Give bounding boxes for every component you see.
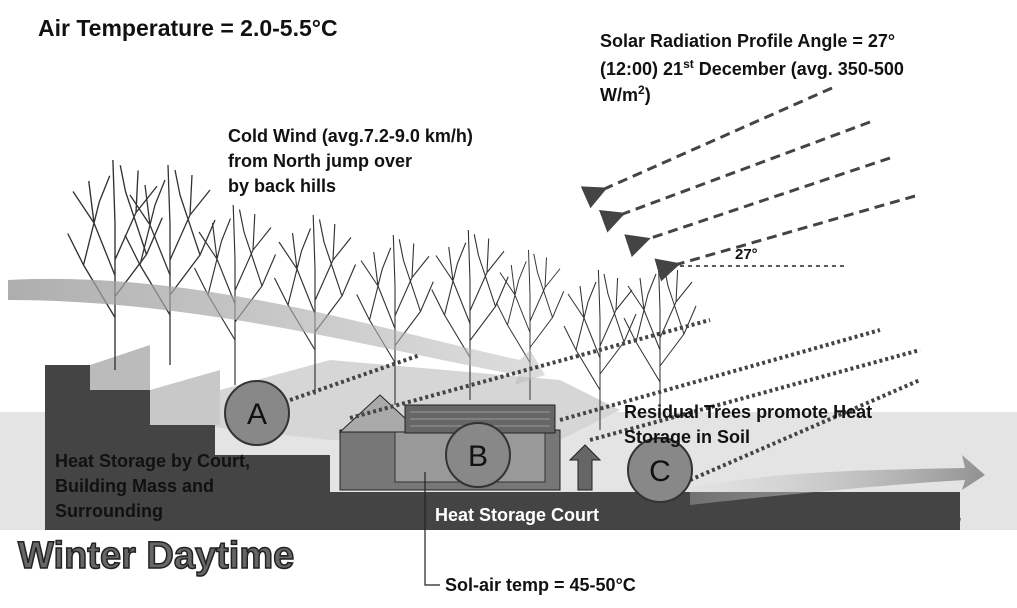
wind-text: by back hills (228, 176, 336, 196)
terrain (45, 365, 960, 530)
text-part: ) (645, 85, 651, 105)
sol-air-label: Sol-air temp = 45-50°C (445, 575, 636, 595)
solar-text: (12:00) 21st December (avg. 350-500 (600, 57, 904, 79)
callout-line (424, 472, 440, 586)
step (150, 370, 220, 425)
step (90, 345, 150, 390)
marker-circle (224, 380, 290, 446)
title: Air Temperature = 2.0-5.5°C (38, 15, 338, 41)
trees-text: Storage in Soil (624, 427, 750, 447)
angle-label: 27° (735, 246, 758, 263)
wind-arrow (8, 278, 545, 385)
heat-storage-text: Heat Storage by Court, (55, 451, 250, 471)
text-part: (12:00) 21 (600, 59, 683, 79)
marker-circle (627, 437, 693, 503)
solar-text: W/m2) (600, 83, 651, 105)
court-label: Heat Storage Court (435, 505, 599, 525)
wind-text: from North jump over (228, 151, 412, 171)
marker-label: A (247, 398, 267, 431)
markers: A B C (224, 380, 693, 503)
heat-storage-text: Building Mass and (55, 476, 214, 496)
superscript: 2 (638, 83, 645, 97)
wind-arrow (690, 455, 985, 505)
marker-label: B (468, 440, 488, 473)
solar-rays (580, 86, 916, 282)
trees-text: Residual Trees promote Heat (624, 402, 872, 422)
solar-rays-low (289, 318, 921, 482)
marker-circle (445, 422, 511, 488)
wind-text: Cold Wind (avg.7.2-9.0 km/h) (228, 126, 473, 146)
marker-label: C (649, 455, 671, 488)
text-part: W/m (600, 85, 638, 105)
season-label: Winter Daytime (18, 535, 294, 577)
heat-storage-text: Surrounding (55, 501, 163, 521)
solar-text: Solar Radiation Profile Angle = 27° (600, 31, 895, 51)
superscript: st (683, 57, 694, 71)
text-part: December (avg. 350-500 (694, 59, 904, 79)
